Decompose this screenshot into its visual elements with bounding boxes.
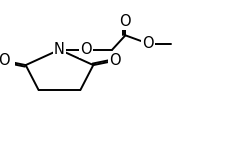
Text: O: O	[120, 14, 131, 29]
Text: O: O	[0, 53, 10, 68]
Text: O: O	[80, 42, 92, 57]
Text: N: N	[54, 42, 65, 57]
Text: O: O	[109, 53, 121, 68]
Text: O: O	[142, 36, 154, 51]
